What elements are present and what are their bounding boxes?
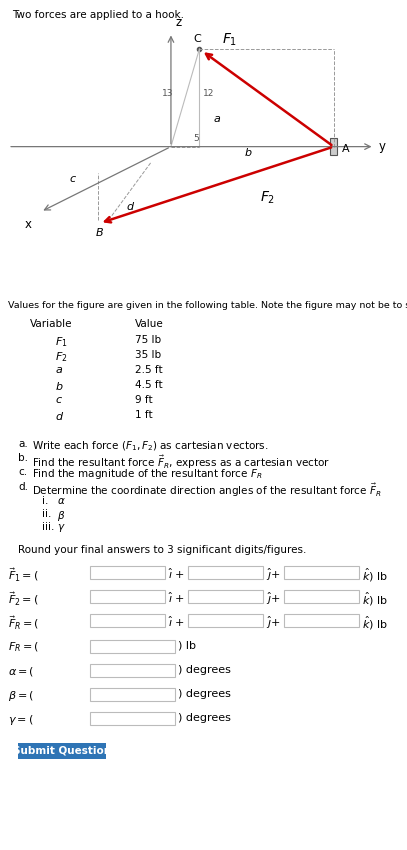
- Text: Round your final answers to 3 significant digits/figures.: Round your final answers to 3 significan…: [18, 545, 306, 554]
- Text: B: B: [96, 229, 103, 238]
- Text: 13: 13: [162, 89, 173, 98]
- Text: d.: d.: [18, 481, 28, 491]
- Text: c.: c.: [18, 468, 27, 478]
- Text: a: a: [214, 114, 221, 124]
- Text: z: z: [175, 16, 181, 30]
- Bar: [90, 614, 165, 626]
- Text: $\hat{k}$) lb: $\hat{k}$) lb: [362, 567, 388, 584]
- Text: $d$: $d$: [55, 411, 64, 422]
- Bar: [330, 139, 337, 155]
- Bar: [18, 743, 106, 759]
- Text: $\hat{\jmath}$+: $\hat{\jmath}$+: [266, 567, 280, 583]
- Text: $F_R = ($: $F_R = ($: [8, 641, 39, 654]
- Text: Variable: Variable: [30, 320, 72, 329]
- Bar: [284, 614, 359, 626]
- Text: b: b: [244, 148, 252, 158]
- Text: A: A: [342, 144, 350, 154]
- Text: y: y: [379, 140, 385, 153]
- Text: $\hat{\imath}$ +: $\hat{\imath}$ +: [168, 615, 185, 629]
- Text: x: x: [25, 218, 32, 231]
- Bar: [90, 711, 175, 725]
- Text: $\hat{\imath}$ +: $\hat{\imath}$ +: [168, 567, 185, 581]
- Text: $\hat{\jmath}$+: $\hat{\jmath}$+: [266, 591, 280, 607]
- Text: $\gamma$: $\gamma$: [57, 522, 66, 534]
- Bar: [90, 688, 175, 700]
- Bar: [90, 590, 165, 603]
- Text: Two forces are applied to a hook.: Two forces are applied to a hook.: [12, 10, 184, 20]
- Text: $F_1$: $F_1$: [222, 32, 237, 48]
- Text: $\hat{k}$) lb: $\hat{k}$) lb: [362, 615, 388, 632]
- Text: 9 ft: 9 ft: [135, 395, 153, 405]
- Bar: [188, 565, 263, 579]
- Text: $\hat{\jmath}$+: $\hat{\jmath}$+: [266, 615, 280, 631]
- Text: ) degrees: ) degrees: [178, 713, 231, 722]
- Text: $b$: $b$: [55, 380, 63, 393]
- Text: Find the magnitude of the resultant force $F_R$: Find the magnitude of the resultant forc…: [32, 468, 263, 481]
- Bar: [90, 664, 175, 677]
- Text: $a$: $a$: [55, 366, 63, 376]
- Text: $\vec{F}_1 = ($: $\vec{F}_1 = ($: [8, 567, 39, 584]
- Text: ) lb: ) lb: [178, 641, 196, 651]
- Bar: [90, 640, 175, 653]
- Bar: [188, 590, 263, 603]
- Text: 35 lb: 35 lb: [135, 350, 161, 360]
- Text: i.: i.: [42, 496, 48, 506]
- Text: $\beta$: $\beta$: [57, 508, 65, 523]
- Text: Write each force $(F_1, F_2)$ as cartesian vectors.: Write each force $(F_1, F_2)$ as cartesi…: [32, 439, 269, 453]
- Text: Submit Question: Submit Question: [13, 745, 111, 756]
- Text: $F_2$: $F_2$: [260, 190, 276, 207]
- Text: $F_1$: $F_1$: [55, 335, 68, 349]
- Text: 2.5 ft: 2.5 ft: [135, 366, 163, 376]
- Text: Find the resultant force $\vec{F}_R$, express as a cartesian vector: Find the resultant force $\vec{F}_R$, ex…: [32, 453, 330, 471]
- Text: 75 lb: 75 lb: [135, 335, 161, 345]
- Text: $\hat{\imath}$ +: $\hat{\imath}$ +: [168, 591, 185, 605]
- Text: $\hat{k}$) lb: $\hat{k}$) lb: [362, 591, 388, 608]
- Text: $\vec{F}_2 = ($: $\vec{F}_2 = ($: [8, 591, 39, 608]
- Text: ii.: ii.: [42, 508, 51, 518]
- Text: $F_2$: $F_2$: [55, 350, 68, 364]
- Text: c: c: [69, 174, 75, 184]
- Text: 4.5 ft: 4.5 ft: [135, 380, 163, 390]
- Text: Value: Value: [135, 320, 164, 329]
- Bar: [90, 565, 165, 579]
- Text: $c$: $c$: [55, 395, 63, 405]
- Text: Values for the figure are given in the following table. Note the figure may not : Values for the figure are given in the f…: [8, 301, 407, 310]
- Text: C: C: [193, 34, 201, 44]
- Bar: [188, 614, 263, 626]
- Text: d: d: [126, 202, 133, 212]
- Text: a.: a.: [18, 439, 28, 450]
- Text: $\beta = ($: $\beta = ($: [8, 688, 34, 703]
- Text: iii.: iii.: [42, 522, 55, 531]
- Text: $\alpha$: $\alpha$: [57, 496, 66, 506]
- Text: b.: b.: [18, 453, 28, 463]
- Bar: [284, 565, 359, 579]
- Bar: [284, 590, 359, 603]
- Text: 1 ft: 1 ft: [135, 411, 153, 421]
- Text: 12: 12: [203, 89, 214, 98]
- Text: $\vec{F}_R = ($: $\vec{F}_R = ($: [8, 615, 39, 632]
- Text: $\alpha = ($: $\alpha = ($: [8, 665, 35, 677]
- Text: ) degrees: ) degrees: [178, 665, 231, 675]
- Text: 5: 5: [193, 133, 199, 143]
- Text: Determine the coordinate direction angles of the resultant force $\vec{F}_R$: Determine the coordinate direction angle…: [32, 481, 381, 499]
- Text: $\gamma = ($: $\gamma = ($: [8, 713, 34, 727]
- Text: ) degrees: ) degrees: [178, 688, 231, 699]
